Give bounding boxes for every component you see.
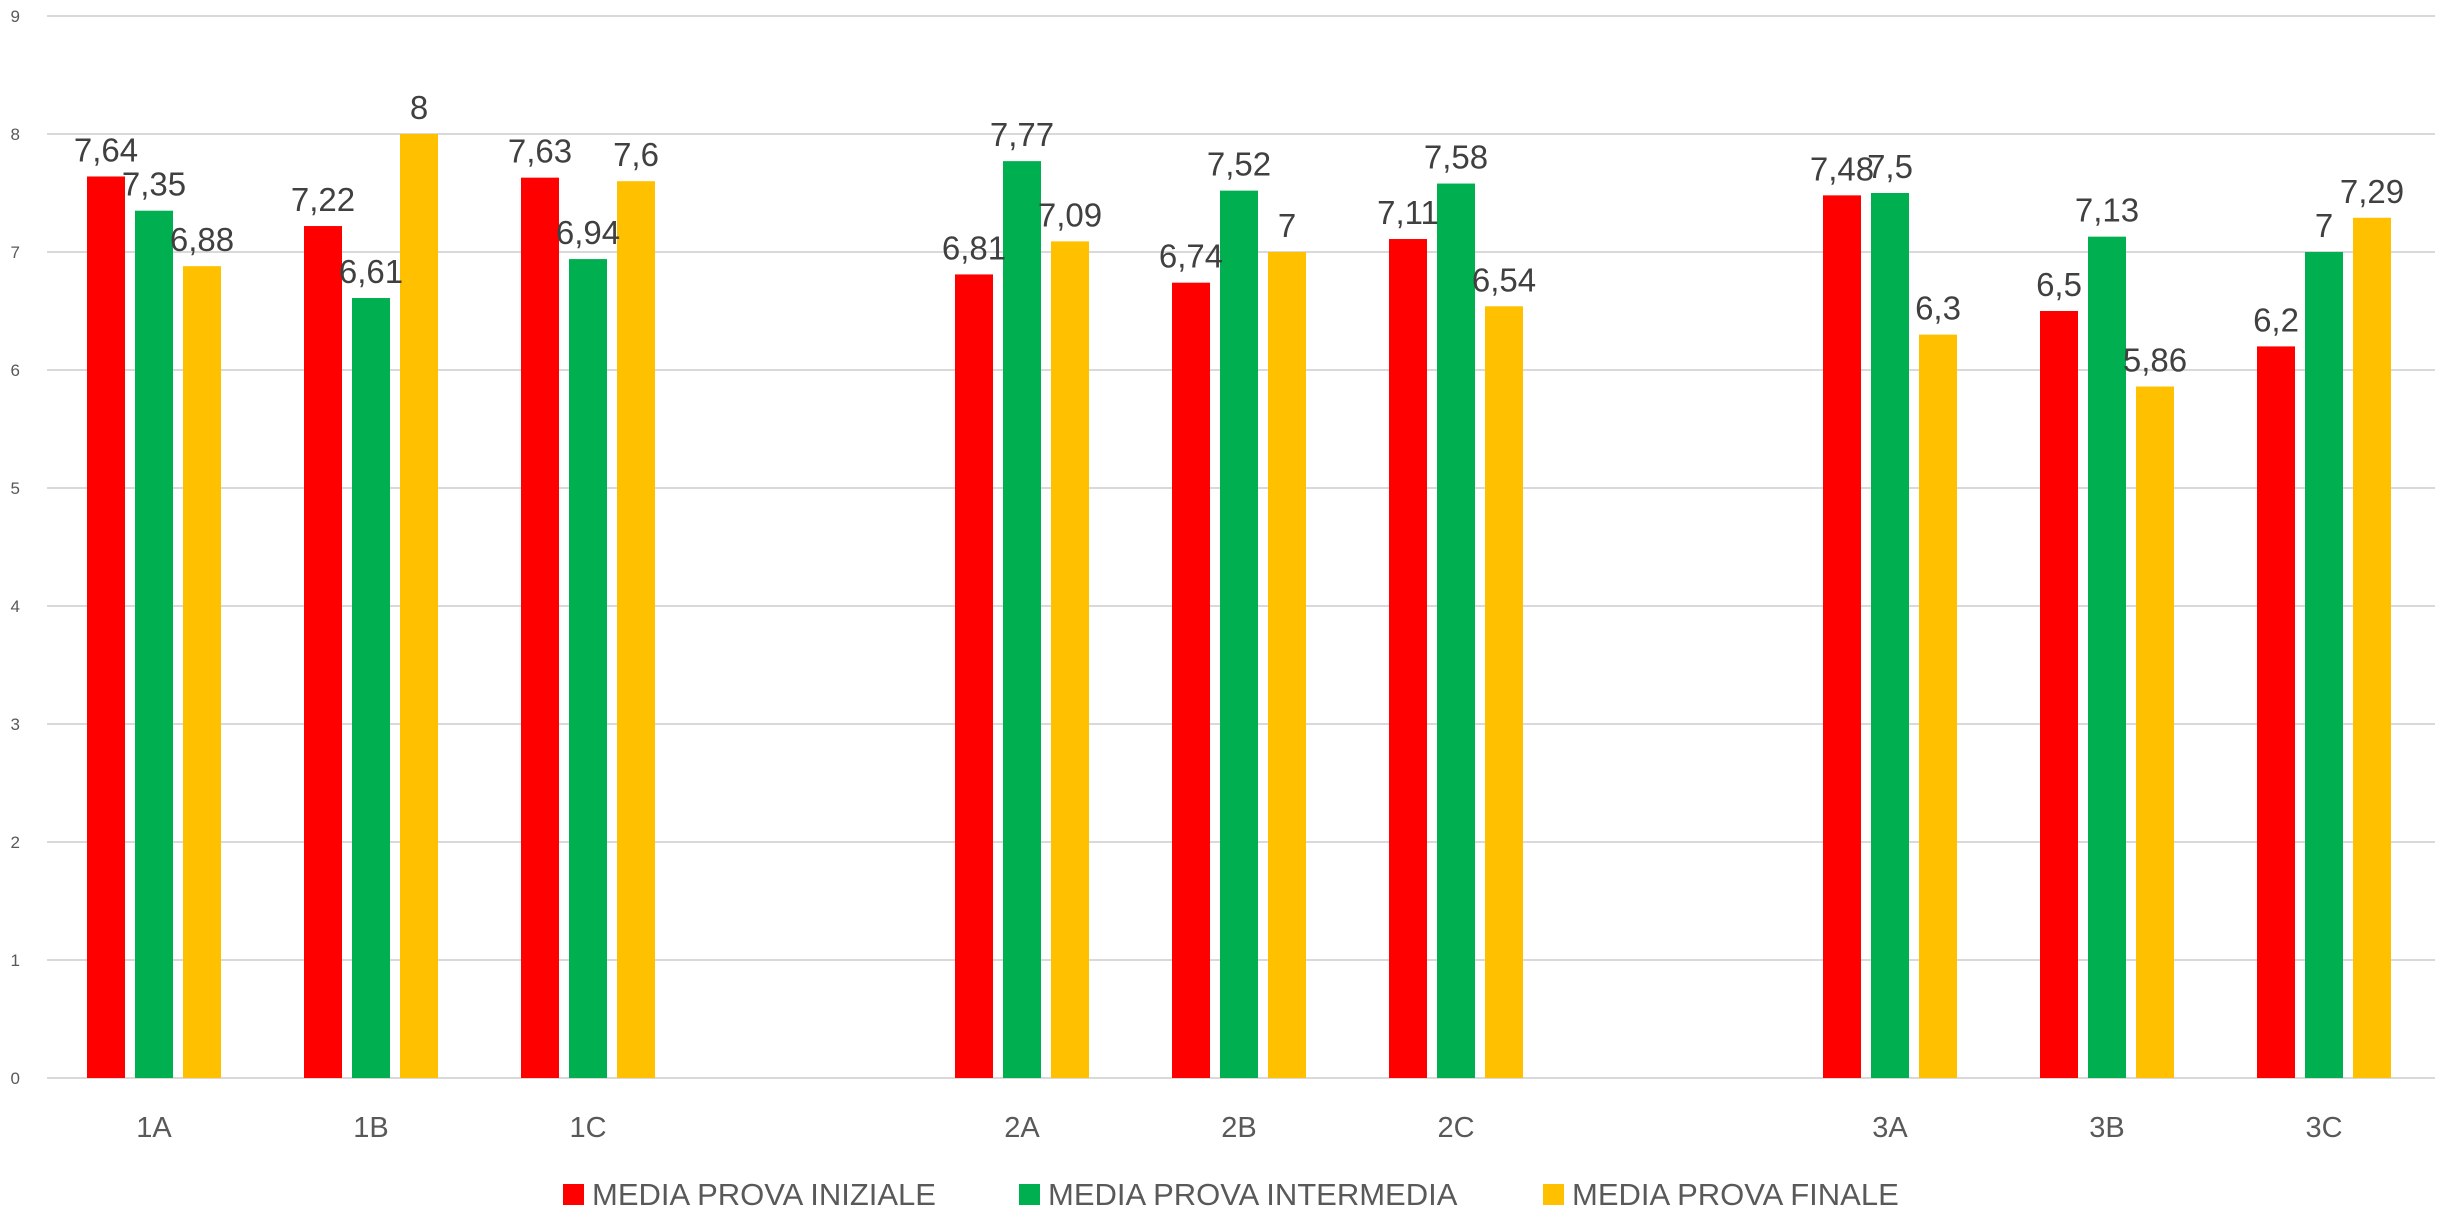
data-label: 7,48 [1810, 150, 1874, 187]
bar-1A-1 [87, 176, 125, 1079]
bars [87, 134, 2391, 1079]
data-label: 7,5 [1867, 148, 1913, 185]
data-label: 6,5 [2036, 266, 2082, 303]
bar-1A-2 [135, 210, 173, 1078]
data-label: 7,35 [122, 166, 186, 203]
bar-2B-1 [1172, 282, 1210, 1078]
legend-swatch [1019, 1184, 1040, 1205]
data-label: 7,22 [291, 181, 355, 218]
bar-3A-3 [1919, 334, 1957, 1079]
legend-item: MEDIA PROVA FINALE [1543, 1177, 1899, 1212]
category-label: 1A [136, 1112, 172, 1144]
legend: MEDIA PROVA INIZIALE MEDIA PROVA INTERMED… [563, 1177, 1899, 1212]
y-tick-label: 3 [11, 715, 20, 734]
y-axis-ticks: 0 1 2 3 4 5 6 7 8 9 [11, 7, 20, 1088]
bar-3A-2 [1871, 193, 1909, 1078]
bar-3C-1 [2257, 346, 2295, 1078]
category-label: 2C [1437, 1112, 1474, 1144]
category-label: 2B [1221, 1112, 1256, 1144]
y-tick-label: 8 [11, 125, 20, 144]
bar-1A-3 [183, 266, 221, 1078]
y-tick-label: 7 [11, 243, 20, 262]
bar-1C-1 [521, 177, 559, 1078]
category-label: 3A [1872, 1112, 1908, 1144]
data-label: 7,64 [74, 131, 138, 168]
y-tick-label: 4 [11, 597, 20, 616]
x-axis-categories: 1A 1B 1C 2A 2B 2C 3A 3B 3C [136, 1112, 2342, 1144]
y-tick-label: 6 [11, 361, 20, 380]
bar-3B-3 [2136, 386, 2174, 1078]
data-label: 7,63 [508, 133, 572, 170]
bar-2C-2 [1437, 183, 1475, 1078]
y-tick-label: 2 [11, 833, 20, 852]
legend-item: MEDIA PROVA INIZIALE [563, 1177, 936, 1212]
data-label: 6,74 [1159, 238, 1223, 275]
y-tick-label: 1 [11, 951, 20, 970]
bar-2B-2 [1220, 190, 1258, 1078]
bar-1C-2 [569, 259, 607, 1079]
bar-2B-3 [1268, 252, 1306, 1078]
data-label: 7,52 [1207, 146, 1271, 183]
bar-3B-2 [2088, 236, 2126, 1078]
data-labels: 7,64 7,22 7,63 6,81 6,74 7,11 7,48 6,5 6,2 7,35 6,… [74, 89, 2404, 379]
category-label: 3C [2305, 1112, 2342, 1144]
legend-swatch [1543, 1184, 1564, 1205]
legend-item: MEDIA PROVA INTERMEDIA [1019, 1177, 1458, 1212]
data-label: 6,61 [339, 253, 403, 290]
data-label: 8 [410, 89, 428, 126]
data-label: 7 [2315, 207, 2333, 244]
data-label: 6,2 [2253, 301, 2299, 338]
bar-3A-1 [1823, 195, 1861, 1079]
category-label: 3B [2089, 1112, 2124, 1144]
bar-2A-3 [1051, 241, 1089, 1078]
bar-1C-3 [617, 181, 655, 1078]
bar-2A-1 [955, 274, 993, 1078]
data-label: 5,86 [2123, 342, 2187, 379]
data-label: 6,81 [942, 229, 1006, 266]
bar-3C-3 [2353, 217, 2391, 1078]
data-label: 7,77 [990, 116, 1054, 153]
y-tick-label: 9 [11, 7, 20, 26]
data-label: 6,3 [1915, 290, 1961, 327]
legend-label: MEDIA PROVA INIZIALE [592, 1177, 936, 1212]
data-label: 7,6 [613, 136, 659, 173]
data-label: 7,13 [2075, 192, 2139, 229]
legend-label: MEDIA PROVA FINALE [1572, 1177, 1899, 1212]
y-tick-label: 5 [11, 479, 20, 498]
data-label: 6,54 [1472, 261, 1536, 298]
data-label: 7 [1278, 207, 1296, 244]
data-label: 7,29 [2340, 173, 2404, 210]
bar-1B-2 [352, 298, 390, 1078]
category-label: 1B [353, 1112, 388, 1144]
data-label: 6,94 [556, 214, 620, 251]
category-label: 2A [1004, 1112, 1040, 1144]
bar-2C-3 [1485, 306, 1523, 1078]
bar-1B-3 [400, 134, 438, 1078]
data-label: 7,58 [1424, 139, 1488, 176]
y-tick-label: 0 [11, 1069, 20, 1088]
category-label: 1C [569, 1112, 606, 1144]
data-label: 7,09 [1038, 196, 1102, 233]
bar-2A-2 [1003, 161, 1041, 1078]
data-label: 6,88 [170, 221, 234, 258]
bar-1B-1 [304, 226, 342, 1079]
bar-3B-1 [2040, 311, 2078, 1078]
data-label: 7,11 [1377, 194, 1439, 231]
legend-label: MEDIA PROVA INTERMEDIA [1048, 1177, 1458, 1212]
legend-swatch [563, 1184, 584, 1205]
bar-3C-2 [2305, 252, 2343, 1078]
bar-2C-1 [1389, 239, 1427, 1078]
